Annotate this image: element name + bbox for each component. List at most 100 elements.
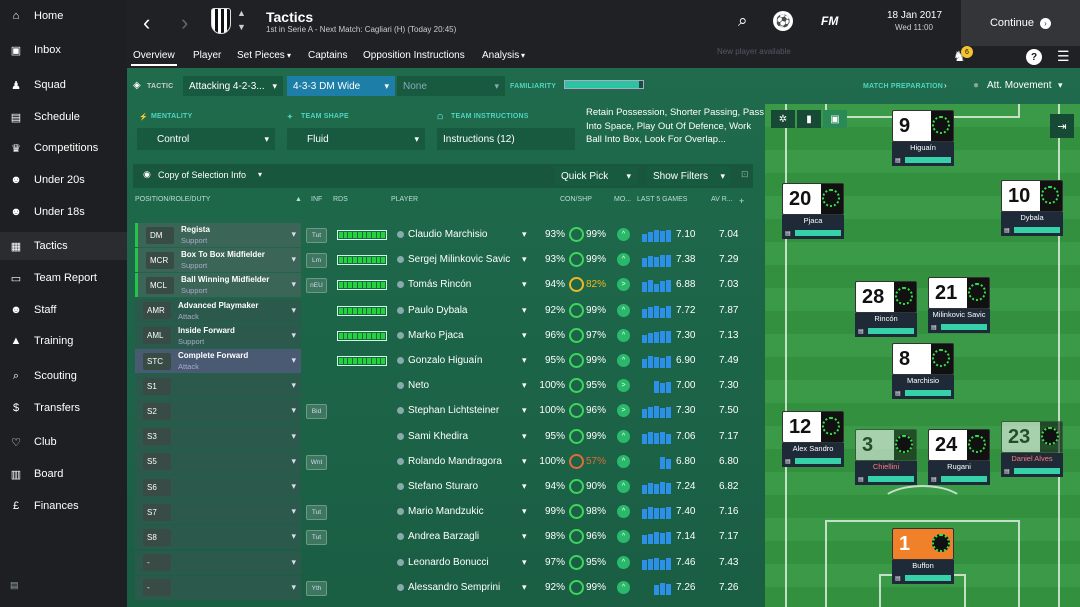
club-crest-icon[interactable] bbox=[211, 8, 231, 34]
position-selector[interactable]: AML Inside Forward Support ▾ bbox=[135, 323, 301, 348]
player-name[interactable]: Alessandro Semprini bbox=[408, 581, 501, 593]
tab-set-pieces[interactable]: Set Pieces bbox=[237, 50, 285, 61]
position-selector[interactable]: S5 ▾ bbox=[135, 449, 301, 474]
tactic-slot-1[interactable]: Attacking 4-2-3... ▾ bbox=[183, 76, 283, 96]
col-rds[interactable]: RDS bbox=[333, 196, 348, 203]
pitch-player[interactable]: 20 Pjaca ▤ bbox=[782, 183, 844, 245]
position-selector[interactable]: STC Complete Forward Attack ▾ bbox=[135, 349, 301, 373]
table-row[interactable]: AML Inside Forward Support ▾ Marko Pjaca ▾ 96%… bbox=[135, 323, 755, 348]
chevron-down-icon[interactable]: ▾ bbox=[522, 329, 527, 340]
col-av-rating[interactable]: AV R... bbox=[711, 196, 733, 203]
chevron-down-icon[interactable]: ▾ bbox=[522, 279, 527, 290]
chevron-down-icon[interactable]: ▾ bbox=[522, 405, 527, 416]
chevron-down-icon[interactable]: ▾ bbox=[522, 380, 527, 391]
pitch-player[interactable]: 28 Rincón ▤ bbox=[855, 281, 917, 343]
sidebar-item-board[interactable]: ▥ Board bbox=[0, 460, 127, 488]
tab-overview[interactable]: Overview bbox=[131, 50, 177, 66]
pitch-player[interactable]: 21 Milinkovic Savic ▤ bbox=[928, 277, 990, 339]
chevron-down-icon[interactable]: ▾ bbox=[522, 506, 527, 517]
position-selector[interactable]: S3 ▾ bbox=[135, 424, 301, 449]
table-row[interactable]: S5 ▾ Wnt Rolando Mandragora ▾ 100% 57% ^ 6.80 6.8… bbox=[135, 449, 755, 474]
sidebar-item-staff[interactable]: ☻ Staff bbox=[0, 296, 127, 324]
player-name[interactable]: Stephan Lichtsteiner bbox=[408, 405, 500, 417]
sidebar-item-club[interactable]: ♡ Club bbox=[0, 428, 127, 456]
position-selector[interactable]: - ▾ bbox=[135, 550, 301, 575]
player-name[interactable]: Tomás Rincón bbox=[408, 279, 472, 291]
tab-analysis[interactable]: Analysis bbox=[482, 50, 520, 61]
player-name[interactable]: Claudio Marchisio bbox=[408, 229, 488, 240]
player-name[interactable]: Leonardo Bonucci bbox=[408, 556, 489, 568]
table-row[interactable]: DM Regista Support ▾ Tut Claudio Marchisio ▾ 93… bbox=[135, 223, 755, 247]
team-instructions-button[interactable]: Instructions (12) bbox=[437, 128, 575, 150]
chevron-down-icon[interactable]: ▼ bbox=[237, 22, 246, 32]
tab-player[interactable]: Player bbox=[193, 50, 222, 61]
quick-pick-button[interactable]: Quick Pick ▾ bbox=[555, 166, 637, 186]
chevron-down-icon[interactable]: ▾ bbox=[522, 229, 527, 239]
col-position[interactable]: POSITION/ROLE/DUTY bbox=[135, 196, 211, 203]
position-selector[interactable]: S7 ▾ bbox=[135, 500, 301, 525]
table-row[interactable]: S3 ▾ Sami Khedira ▾ 95% 99% ^ 7.06 7.17 bbox=[135, 424, 755, 449]
table-row[interactable]: - ▾ Leonardo Bonucci ▾ 97% 95% ^ 7.46 7.43 bbox=[135, 550, 755, 575]
table-row[interactable]: - ▾ Yth Alessandro Semprini ▾ 92% 99% ^ 7.26 7.26 bbox=[135, 575, 755, 600]
position-selector[interactable]: MCR Box To Box Midfielder Support ▾ bbox=[135, 248, 301, 273]
player-name[interactable]: Sergej Milinkovic Savic bbox=[408, 254, 511, 266]
forward-icon[interactable]: › bbox=[181, 10, 189, 35]
chevron-down-icon[interactable]: ▾ bbox=[522, 304, 527, 315]
chevron-up-icon[interactable]: ▲ bbox=[237, 8, 246, 18]
back-icon[interactable]: ‹ bbox=[143, 10, 151, 35]
pitch-player[interactable]: 1 Buffon ▤ bbox=[892, 528, 954, 590]
movement-selector[interactable]: Att. Movement bbox=[987, 80, 1052, 91]
match-preparation-link[interactable]: MATCH PREPARATION bbox=[863, 83, 944, 90]
menu-icon[interactable]: ☰ bbox=[1057, 48, 1070, 64]
col-player[interactable]: PLAYER bbox=[391, 196, 419, 203]
col-inf[interactable]: INF bbox=[311, 196, 323, 203]
col-con-shp[interactable]: CON/SHP bbox=[560, 196, 592, 203]
position-selector[interactable]: S1 ▾ bbox=[135, 374, 301, 399]
sidebar-item-home[interactable]: ⌂ Home bbox=[0, 2, 127, 30]
sidebar-item-team-report[interactable]: ▭ Team Report bbox=[0, 264, 127, 292]
pitch-player[interactable]: 8 Marchisio ▤ bbox=[892, 343, 954, 405]
help-icon[interactable]: ? bbox=[1026, 49, 1042, 65]
position-selector[interactable]: - ▾ bbox=[135, 575, 301, 600]
tab-opposition-instructions[interactable]: Opposition Instructions bbox=[363, 50, 465, 61]
view-selector[interactable]: Copy of Selection Info bbox=[158, 170, 247, 180]
position-selector[interactable]: DM Regista Support ▾ bbox=[135, 223, 301, 247]
fm-logo[interactable]: FM bbox=[821, 14, 839, 28]
sidebar-item-competitions[interactable]: ♛ Competitions bbox=[0, 134, 127, 162]
position-selector[interactable]: AMR Advanced Playmaker Attack ▾ bbox=[135, 298, 301, 323]
pitch-player[interactable]: 9 Higuaín ▤ bbox=[892, 110, 954, 172]
player-name[interactable]: Sami Khedira bbox=[408, 430, 469, 442]
chevron-down-icon[interactable]: ▾ bbox=[522, 455, 527, 466]
chevron-down-icon[interactable]: ▾ bbox=[522, 531, 527, 542]
position-selector[interactable]: S6 ▾ bbox=[135, 475, 301, 499]
player-name[interactable]: Rolando Mandragora bbox=[408, 455, 502, 467]
sidebar-item-under-18s[interactable]: ☻ Under 18s bbox=[0, 198, 127, 226]
sidebar-item-finances[interactable]: £ Finances bbox=[0, 492, 127, 520]
position-selector[interactable]: S2 ▾ bbox=[135, 399, 301, 424]
player-name[interactable]: Stefano Sturaro bbox=[408, 481, 479, 492]
pitch-player[interactable]: 24 Rugani ▤ bbox=[928, 429, 990, 491]
table-row[interactable]: AMR Advanced Playmaker Attack ▾ Paulo Dybala… bbox=[135, 298, 755, 323]
chevron-down-icon[interactable]: ▾ bbox=[522, 254, 527, 265]
position-selector[interactable]: S8 ▾ bbox=[135, 525, 301, 550]
chevron-down-icon[interactable]: ▾ bbox=[522, 556, 527, 567]
add-column-icon[interactable]: + bbox=[739, 196, 745, 206]
sidebar-item-tactics[interactable]: ▦ Tactics bbox=[0, 232, 127, 260]
chevron-down-icon[interactable]: ▾ bbox=[522, 355, 527, 365]
sidebar-item-under-20s[interactable]: ☻ Under 20s bbox=[0, 166, 127, 194]
col-last5[interactable]: LAST 5 GAMES bbox=[637, 196, 688, 203]
lock-icon[interactable]: ⊡ bbox=[741, 169, 749, 179]
sidebar-item-scouting[interactable]: ⌕ Scouting bbox=[0, 362, 127, 390]
player-name[interactable]: Gonzalo Higuaín bbox=[408, 355, 483, 366]
table-row[interactable]: S7 ▾ Tut Mario Mandzukic ▾ 99% 98% ^ 7.40 7.16 bbox=[135, 500, 755, 525]
ball-icon[interactable]: ✲ bbox=[771, 110, 795, 128]
player-name[interactable]: Neto bbox=[408, 380, 430, 392]
table-row[interactable]: S1 ▾ Neto ▾ 100% 95% >7.00 7.30 bbox=[135, 374, 755, 399]
table-row[interactable]: S8 ▾ Tut Andrea Barzagli ▾ 98% 96% ^ 7.14 7.17 bbox=[135, 525, 755, 550]
team-shape-dropdown[interactable]: Fluid ▾ bbox=[287, 128, 425, 150]
chevron-down-icon[interactable]: ▾ bbox=[522, 581, 527, 592]
sidebar-item-transfers[interactable]: $ Transfers bbox=[0, 394, 127, 422]
tab-captains[interactable]: Captains bbox=[308, 50, 348, 61]
player-name[interactable]: Mario Mandzukic bbox=[408, 506, 484, 518]
pitch-player[interactable]: 3 Chiellini ▤ bbox=[855, 429, 917, 491]
